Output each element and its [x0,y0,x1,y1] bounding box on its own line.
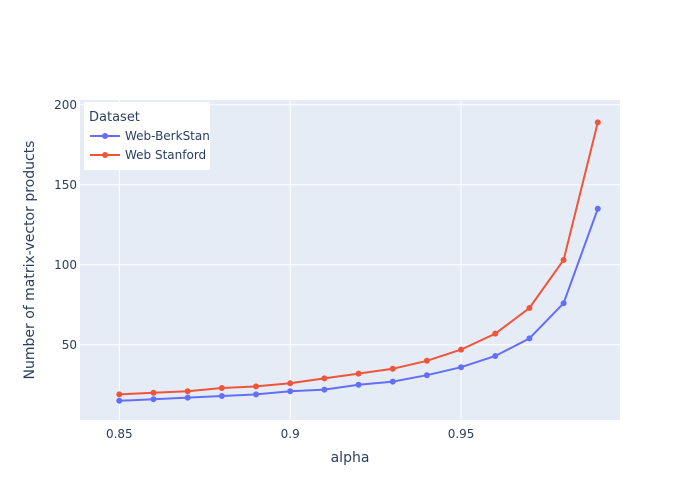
data-point [560,257,567,263]
data-point [594,119,601,126]
legend-items[interactable]: Web-BerkStan Web Stanford [90,129,210,162]
data-point [321,375,328,382]
data-point [321,386,328,393]
data-point [218,393,225,399]
data-point [492,353,499,359]
data-point [116,391,123,398]
data-point [389,365,396,372]
legend-label: Web-BerkStan [125,129,210,143]
data-point [287,388,294,395]
data-point [389,378,396,385]
data-point [184,388,191,395]
x-axis-title: alpha [331,450,370,466]
y-tick-label: 150 [54,178,77,192]
data-point [150,389,157,396]
data-point [458,346,465,353]
legend-marker [102,133,108,139]
legend-title: Dataset [89,110,140,125]
data-point [492,330,499,337]
data-point [526,305,533,311]
x-tick-label: 0.9 [281,427,300,441]
data-point [355,370,362,377]
y-tick-label: 100 [54,258,77,272]
data-point [253,383,260,390]
legend-item[interactable]: Web Stanford [90,148,206,162]
data-point [594,205,601,212]
legend-item[interactable]: Web-BerkStan [90,129,210,143]
data-point [560,300,567,307]
x-tick-label: 0.85 [106,427,133,441]
data-point [116,397,123,404]
legend-label: Web Stanford [125,148,206,162]
data-point [184,394,191,401]
data-point [355,381,362,388]
series-lines [116,119,601,404]
y-tick-label: 200 [54,98,77,112]
data-point [253,391,260,398]
data-point [150,396,157,403]
data-point [423,372,430,379]
x-tick-label: 0.95 [448,427,475,441]
y-axis-title: Number of matrix-vector products [22,141,38,380]
legend[interactable]: Dataset Web-BerkStan Web Stanford [84,102,210,170]
data-point [287,380,294,387]
data-point [526,335,533,342]
y-tick-label: 50 [62,338,77,352]
y-tick-labels: 50 100 150 200 [54,98,77,352]
x-tick-labels: 0.85 0.9 0.95 [106,427,474,441]
data-point [218,385,225,391]
data-point [423,357,430,364]
legend-marker [102,152,108,158]
data-point [458,364,465,371]
